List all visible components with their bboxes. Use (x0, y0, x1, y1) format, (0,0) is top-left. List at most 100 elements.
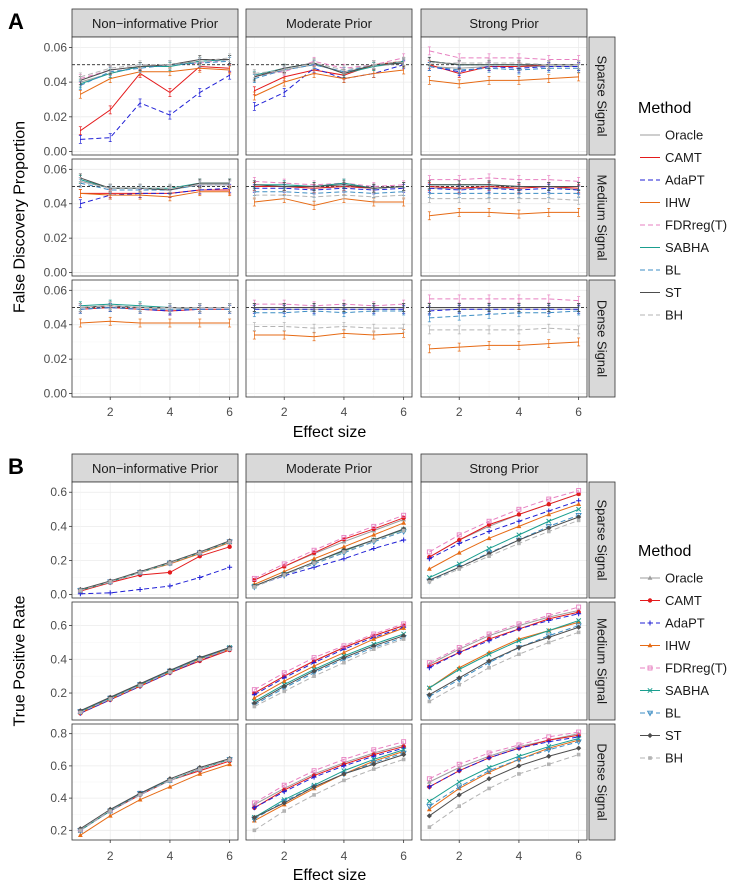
data-point-bh (78, 588, 83, 593)
series-bh (78, 53, 232, 82)
x-tick-label: 4 (167, 405, 174, 419)
x-tick-label: 6 (575, 849, 582, 863)
legend-label: AdaPT (665, 173, 705, 188)
series-line-fdrreg-t (254, 57, 404, 76)
data-point-ihw (197, 771, 203, 776)
legend-item-adapt: AdaPT (640, 616, 705, 631)
data-point-fdrreg-t (576, 488, 582, 493)
data-point-bh (282, 573, 287, 577)
data-point-ihw (486, 769, 492, 775)
legend-item-adapt: AdaPT (640, 173, 705, 188)
data-point-bh (487, 665, 491, 670)
legend-title: Method (638, 100, 691, 117)
data-point-fdrreg-t (546, 613, 552, 618)
facet-sparse-signal-non-informative-prior: 0.00 0.02 0.04 0.06 (44, 36, 239, 159)
series-line-bl (254, 636, 404, 706)
data-point-st (401, 633, 407, 639)
series-line-oracle (254, 744, 404, 805)
series-line-bl (429, 741, 579, 807)
data-point-sabha (426, 685, 432, 691)
facet-sparse-signal-strong-prior (420, 36, 588, 156)
legend-title: Method (638, 543, 691, 560)
data-point-sabha (516, 532, 522, 538)
series-line-fdrreg-t (254, 180, 404, 188)
panel-a: A Non−informative Prior Moderate Prior Stro… (8, 8, 727, 441)
data-point-adapt (167, 583, 173, 589)
data-point-fdrreg-t (456, 645, 462, 650)
series-line-adapt (80, 566, 230, 595)
data-point-sabha (576, 506, 582, 512)
data-point-oracle (426, 779, 432, 784)
data-point-bl (456, 784, 463, 791)
panel-label: B (8, 454, 24, 479)
data-point-adapt (576, 611, 582, 617)
data-point-bh (138, 683, 142, 688)
series-line-bl (254, 310, 404, 314)
data-point-fdrreg-t (546, 734, 552, 740)
series-line-bh (80, 57, 230, 78)
data-point-fdrreg-t (311, 547, 317, 553)
data-point-adapt (456, 540, 462, 546)
data-point-camt (516, 512, 522, 517)
series-line-adapt (429, 308, 579, 312)
facet-dense-signal-moderate-prior: 2 4 6 (245, 279, 413, 419)
y-tick-label: 0.2 (50, 553, 67, 567)
data-point-bh (576, 630, 581, 635)
data-point-sabha (486, 545, 492, 552)
series-ihw (78, 316, 232, 328)
legend-item-ihw: IHW (640, 638, 691, 653)
series-bh (427, 630, 581, 704)
facet-dense-signal-strong-prior: 2 4 6 (420, 723, 588, 863)
facet-border (71, 158, 239, 277)
data-point-bh (342, 660, 346, 665)
series-st (251, 752, 407, 821)
series-line-camt (80, 65, 230, 132)
series-line-adapt (80, 648, 230, 714)
series-st (426, 745, 582, 819)
x-tick-label: 6 (575, 405, 582, 419)
legend-key-marker (647, 732, 653, 739)
strip-column (420, 453, 588, 483)
data-point-fdrreg-t (251, 575, 257, 581)
data-point-camt (401, 515, 406, 521)
series-line-bh (429, 198, 579, 201)
data-point-bh (197, 657, 202, 662)
y-tick-label: 0.6 (50, 485, 67, 499)
facet-dense-signal-non-informative-prior: 0.00 0.02 0.04 0.06 2 4 6 (44, 279, 239, 419)
data-point-bh (457, 567, 462, 571)
data-point-bh (546, 640, 551, 645)
y-tick-label: 0.4 (50, 519, 67, 533)
y-tick-label: 0.00 (44, 266, 68, 280)
facet-border (71, 36, 239, 156)
series-line-bl (80, 60, 230, 87)
data-point-camt (227, 544, 232, 550)
data-point-bh (342, 550, 346, 554)
legend-item-camt: CAMT (640, 150, 702, 165)
series-line-st (80, 59, 230, 81)
data-point-bl (575, 739, 582, 746)
data-point-st (516, 763, 522, 769)
series-line-ihw (429, 76, 579, 85)
data-point-fdrreg-t (576, 604, 582, 610)
data-point-st (281, 683, 287, 689)
x-axis-label: Effect size (293, 867, 367, 884)
data-point-st (251, 814, 257, 821)
data-point-ihw (401, 520, 407, 525)
strip-row-label: Medium Signal (595, 175, 610, 261)
data-point-adapt (311, 774, 317, 780)
data-point-fdrreg-t (401, 621, 407, 627)
series-line-st (254, 528, 404, 587)
facet-background (72, 280, 238, 397)
series-line-st (254, 754, 404, 818)
series-fdrreg-t (426, 729, 582, 782)
data-point-ihw (77, 832, 83, 837)
series-line-ihw (254, 69, 404, 97)
series-line-adapt (254, 539, 404, 587)
data-point-bh (371, 767, 376, 771)
data-point-fdrreg-t (341, 756, 347, 762)
data-point-adapt (341, 763, 347, 769)
series-sabha (426, 617, 582, 691)
data-point-bh (252, 585, 257, 589)
facet-border (420, 601, 588, 721)
data-point-st (486, 551, 492, 557)
